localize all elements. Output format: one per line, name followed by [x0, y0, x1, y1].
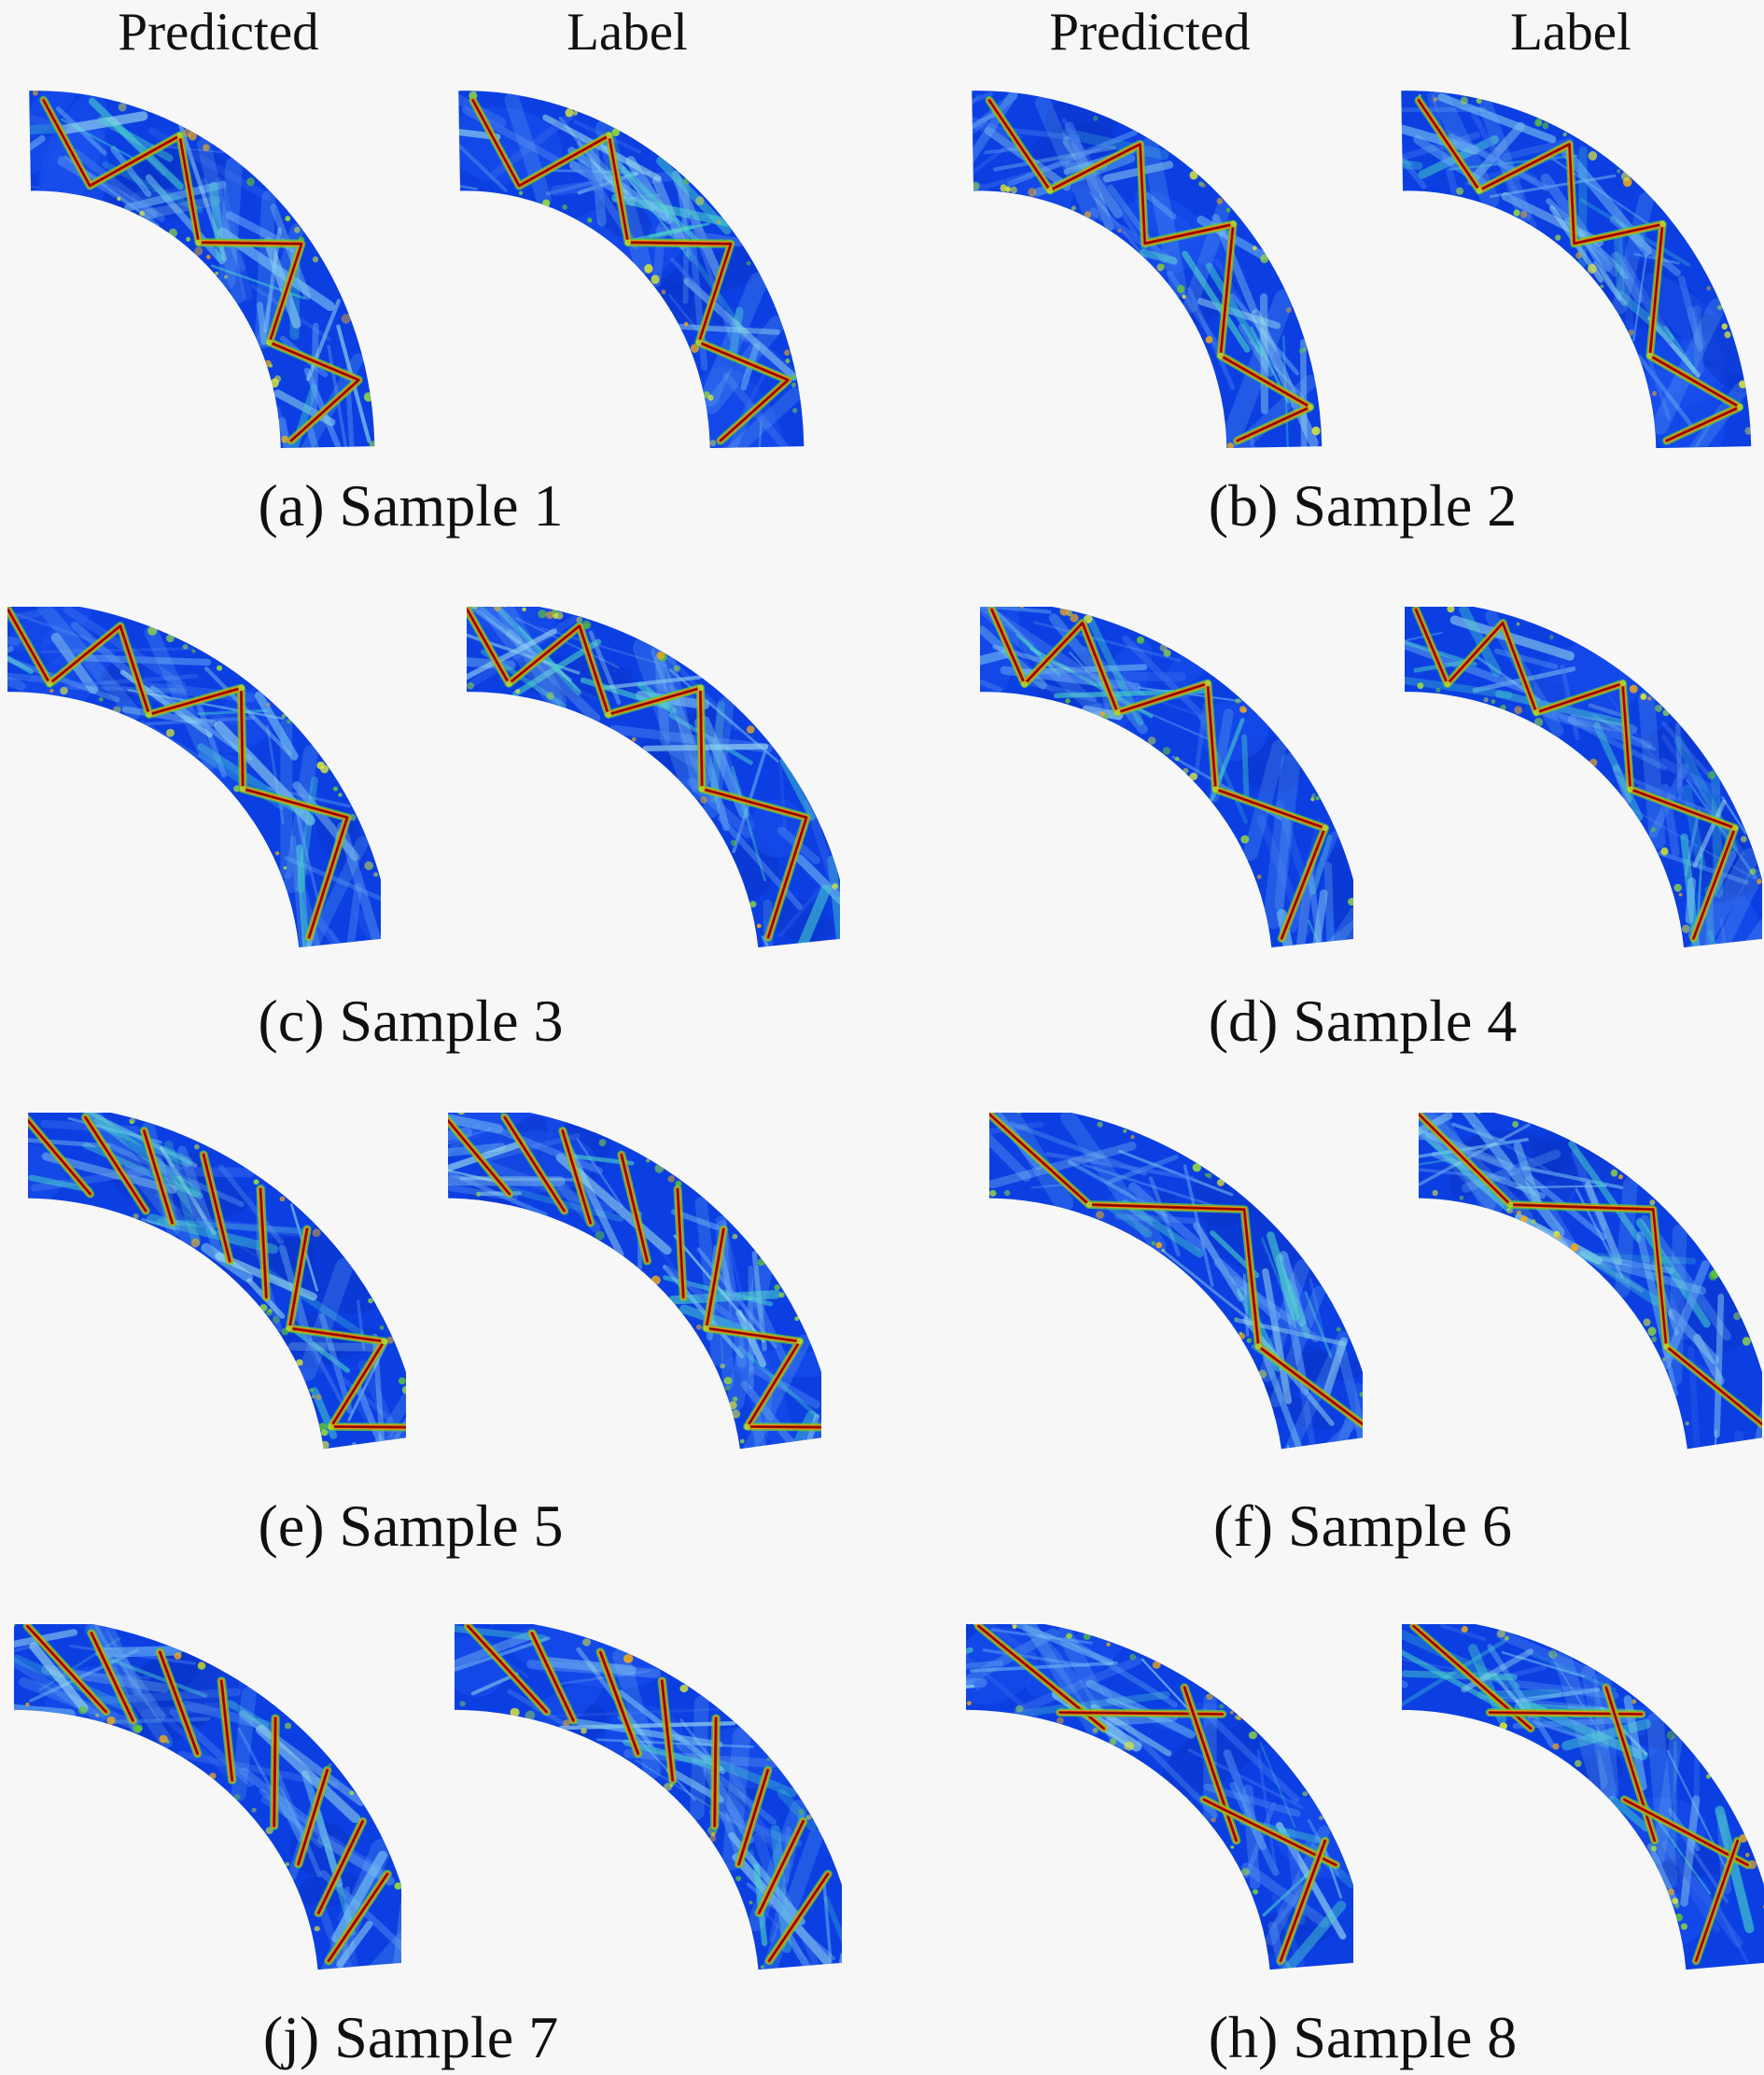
- sample-3-label-heatmap: [467, 607, 840, 947]
- sample-7-label-heatmap: [455, 1624, 842, 1970]
- caption-sample-7: (j) Sample 7: [262, 2004, 559, 2070]
- column-header-label-1: Label: [567, 3, 688, 62]
- sample-4-label-heatmap: [1405, 607, 1762, 947]
- caption-sample-6: (f) Sample 6: [1213, 1493, 1512, 1559]
- sample-5-predicted-heatmap: [28, 1113, 406, 1450]
- caption-sample-2: (b) Sample 2: [1208, 472, 1518, 539]
- sample-2-label-heatmap: [1401, 91, 1752, 449]
- caption-sample-8: (h) Sample 8: [1208, 2004, 1518, 2070]
- caption-sample-3: (c) Sample 3: [258, 988, 564, 1054]
- sample-1-label-heatmap: [458, 91, 805, 449]
- sample-2-predicted-heatmap: [972, 91, 1323, 449]
- caption-sample-1: (a) Sample 1: [258, 472, 564, 539]
- column-header-predicted-2: Predicted: [1049, 3, 1251, 62]
- caption-sample-4: (d) Sample 4: [1208, 988, 1518, 1054]
- sample-7-predicted-heatmap: [14, 1624, 401, 1970]
- sample-3-predicted-heatmap: [7, 607, 381, 947]
- sample-8-label-heatmap: [1402, 1624, 1764, 1970]
- sample-8-predicted-heatmap: [966, 1624, 1353, 1970]
- column-header-label-2: Label: [1510, 3, 1631, 62]
- sample-6-predicted-heatmap: [989, 1113, 1363, 1450]
- sample-4-predicted-heatmap: [980, 607, 1353, 947]
- sample-5-label-heatmap: [448, 1113, 821, 1450]
- sample-1-predicted-heatmap: [29, 91, 375, 449]
- sample-6-label-heatmap: [1419, 1113, 1762, 1450]
- caption-sample-5: (e) Sample 5: [258, 1493, 564, 1559]
- column-header-predicted-1: Predicted: [118, 3, 319, 62]
